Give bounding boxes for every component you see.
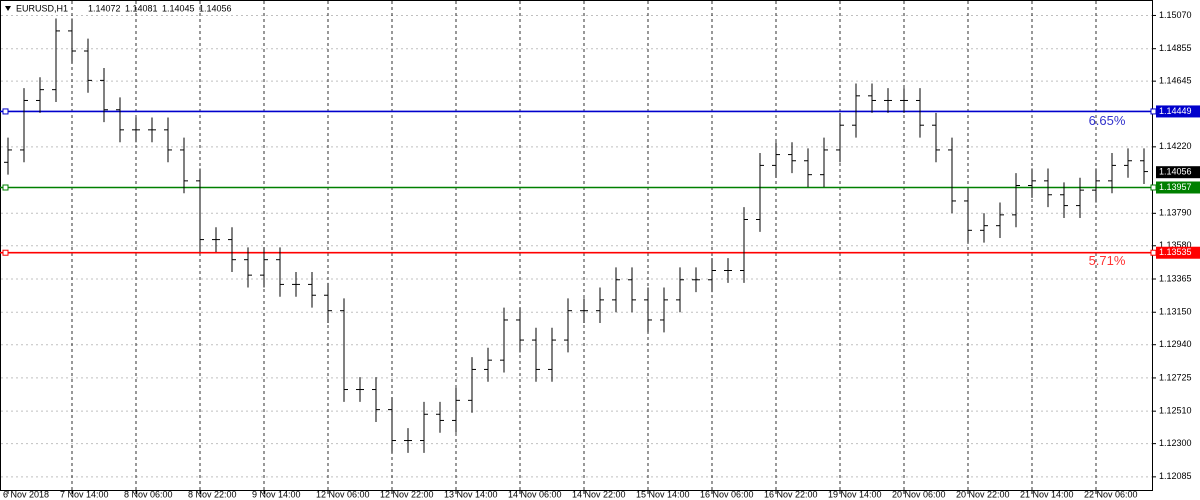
y-tick-label: 1.14645 bbox=[1159, 76, 1192, 86]
level-tag-label: 1.13957 bbox=[1159, 182, 1192, 192]
x-tick-label: 21 Nov 14:00 bbox=[1020, 489, 1074, 499]
x-tick-label: 22 Nov 06:00 bbox=[1084, 489, 1138, 499]
last-price-label: 1.14056 bbox=[1159, 167, 1192, 177]
y-tick-label: 1.12940 bbox=[1159, 339, 1192, 349]
level-tag bbox=[1156, 181, 1200, 194]
menu-arrow[interactable] bbox=[5, 6, 11, 11]
level-tag-label: 1.13535 bbox=[1159, 247, 1192, 257]
y-tick-label: 1.14855 bbox=[1159, 43, 1192, 53]
x-tick-label: 20 Nov 06:00 bbox=[892, 489, 946, 499]
level-tag-label: 1.14449 bbox=[1159, 106, 1192, 116]
last-price-tag bbox=[1156, 166, 1200, 179]
x-tick-label: 13 Nov 14:00 bbox=[444, 489, 498, 499]
level-handle bbox=[1150, 184, 1157, 191]
level-tag bbox=[1156, 105, 1200, 118]
x-tick-label: 16 Nov 22:00 bbox=[764, 489, 818, 499]
x-tick-label: 12 Nov 22:00 bbox=[380, 489, 434, 499]
header-price: 1.14045 bbox=[162, 3, 195, 13]
level-handle bbox=[2, 108, 9, 115]
x-tick-label: 14 Nov 06:00 bbox=[508, 489, 562, 499]
annotation: 5.71% bbox=[1089, 253, 1126, 268]
y-tick-label: 1.13150 bbox=[1159, 307, 1192, 317]
level-handle bbox=[2, 249, 9, 256]
header-price: 1.14056 bbox=[199, 3, 232, 13]
y-tick-label: 1.12725 bbox=[1159, 372, 1192, 382]
y-tick-label: 1.13790 bbox=[1159, 208, 1192, 218]
y-tick-label: 1.12300 bbox=[1159, 438, 1192, 448]
level-handle bbox=[1150, 249, 1157, 256]
level-tag bbox=[1156, 246, 1200, 259]
x-tick-label: 19 Nov 14:00 bbox=[828, 489, 882, 499]
x-tick-label: 16 Nov 06:00 bbox=[700, 489, 754, 499]
x-tick-label: 20 Nov 22:00 bbox=[956, 489, 1010, 499]
y-tick-label: 1.13365 bbox=[1159, 273, 1192, 283]
y-tick-label: 1.13580 bbox=[1159, 240, 1192, 250]
y-tick-label: 1.12085 bbox=[1159, 471, 1192, 481]
annotation: 6.65% bbox=[1089, 113, 1126, 128]
y-tick-label: 1.15070 bbox=[1159, 10, 1192, 20]
y-tick-label: 1.14220 bbox=[1159, 141, 1192, 151]
x-tick-label: 9 Nov 14:00 bbox=[252, 489, 301, 499]
x-tick-label: 8 Nov 22:00 bbox=[188, 489, 237, 499]
x-tick-label: 12 Nov 06:00 bbox=[316, 489, 370, 499]
x-tick-label: 14 Nov 22:00 bbox=[572, 489, 626, 499]
x-tick-label: 8 Nov 06:00 bbox=[124, 489, 173, 499]
level-handle bbox=[1150, 108, 1157, 115]
x-tick-label: 15 Nov 14:00 bbox=[636, 489, 690, 499]
level-handle bbox=[2, 184, 9, 191]
y-tick-label: 1.12510 bbox=[1159, 406, 1192, 416]
header-price: 1.14081 bbox=[125, 3, 158, 13]
symbol: EURUSD,H1 bbox=[16, 3, 68, 13]
x-tick-label: 7 Nov 14:00 bbox=[60, 489, 109, 499]
header-price: 1.14072 bbox=[88, 3, 121, 13]
x-tick-label: 6 Nov 2018 bbox=[3, 489, 49, 499]
